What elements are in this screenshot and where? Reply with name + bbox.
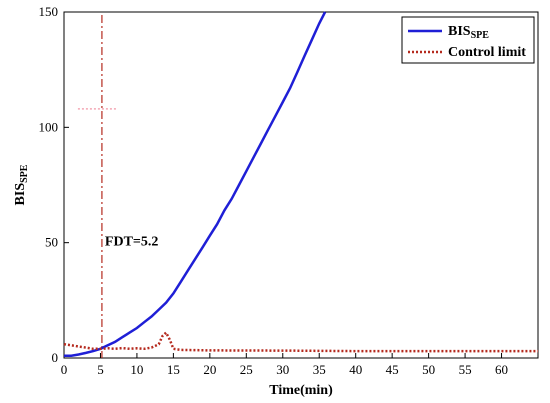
x-tick-label: 0	[61, 362, 68, 377]
x-tick-label: 60	[495, 362, 508, 377]
x-tick-label: 15	[167, 362, 180, 377]
x-tick-label: 5	[97, 362, 104, 377]
x-tick-label: 55	[459, 362, 472, 377]
x-tick-label: 30	[276, 362, 289, 377]
plot-frame	[63, 11, 539, 359]
y-tick-label: 100	[39, 119, 59, 134]
y-tick-label: 50	[45, 235, 58, 250]
legend-label-control-limit: Control limit	[448, 45, 526, 60]
x-tick-label: 50	[422, 362, 435, 377]
x-tick-label: 40	[349, 362, 362, 377]
fdt-annotation: FDT=5.2	[105, 235, 158, 250]
series-bis-spe-line	[64, 11, 327, 357]
legend-label-bis-spe: BISSPE	[448, 24, 489, 41]
series-control-limit-line	[63, 330, 538, 353]
y-tick-label: 0	[52, 350, 59, 365]
y-axis-label: BISSPE	[13, 164, 30, 205]
x-axis-label: Time(min)	[269, 383, 333, 398]
y-axis-label-sub: SPE	[19, 164, 30, 183]
x-tick-label: 35	[313, 362, 326, 377]
legend: BISSPE Control limit	[401, 16, 535, 64]
x-tick-label: 20	[203, 362, 216, 377]
x-axis-ticks: 0 5 10 15 20 25 30 35 40 45 50 55 60	[61, 353, 508, 377]
x-tick-label: 10	[130, 362, 143, 377]
legend-box	[401, 16, 535, 64]
y-axis-label-base: BIS	[13, 183, 28, 206]
x-tick-label: 45	[386, 362, 399, 377]
y-tick-label: 150	[39, 4, 59, 19]
x-tick-label: 25	[240, 362, 253, 377]
y-axis-ticks: 0 50 100 150	[39, 4, 69, 365]
